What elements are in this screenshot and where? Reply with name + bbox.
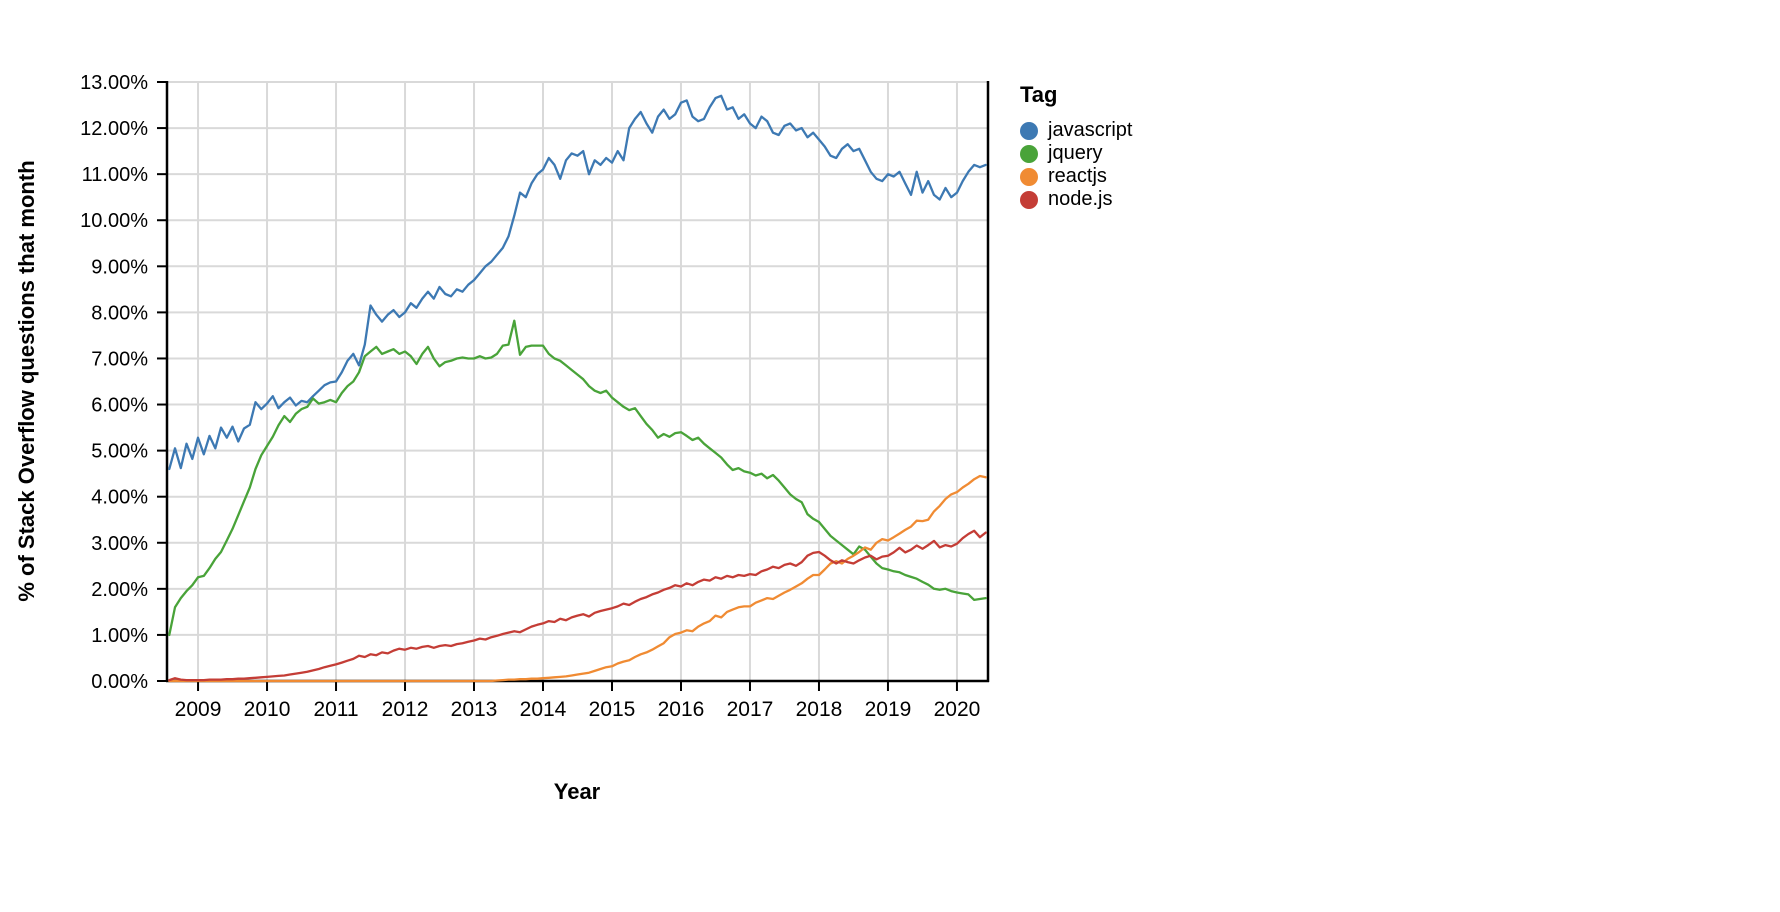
legend-swatch-reactjs	[1020, 167, 1038, 186]
x-axis-title: Year	[553, 779, 601, 804]
legend-item-reactjs: reactjs	[1020, 165, 1132, 188]
x-tick-label: 2016	[658, 698, 705, 721]
y-tick-label: 2.00%	[91, 579, 148, 601]
legend-title: Tag	[1020, 82, 1058, 107]
x-tick-label: 2013	[451, 698, 498, 721]
x-tick-label: 2014	[520, 698, 567, 721]
y-tick-label: 3.00%	[91, 533, 148, 555]
legend-swatch-javascript	[1020, 121, 1038, 140]
y-tick-label: 4.00%	[91, 487, 148, 509]
legend-label: jquery	[1048, 142, 1103, 164]
series-line-javascript	[168, 94, 987, 471]
x-tick-label: 2018	[796, 698, 843, 721]
x-tick-label: 2020	[934, 698, 981, 721]
y-tick-label: 1.00%	[91, 625, 148, 647]
legend-label: javascript	[1048, 119, 1133, 141]
x-tick-label: 2017	[727, 698, 774, 721]
legend-swatch-jquery	[1020, 144, 1038, 163]
legend-label: reactjs	[1048, 165, 1107, 187]
x-tick-label: 2010	[244, 698, 291, 721]
x-tick-label: 2009	[175, 698, 222, 721]
y-tick-label: 7.00%	[91, 348, 148, 370]
y-tick-label: 8.00%	[91, 302, 148, 324]
legend-item-node.js: node.js	[1020, 188, 1132, 211]
y-tick-label: 0.00%	[91, 671, 148, 693]
y-tick-label: 6.00%	[91, 395, 148, 417]
y-tick-label: 11.00%	[82, 164, 149, 186]
series-line-node.js	[168, 529, 987, 682]
legend-label: node.js	[1048, 188, 1113, 210]
x-tick-label: 2015	[589, 698, 636, 721]
legend: Tag javascript jquery reactjs node.js	[1020, 82, 1132, 211]
legend-item-javascript: javascript	[1020, 119, 1132, 142]
x-tick-label: 2012	[382, 698, 429, 721]
y-axis-title: % of Stack Overflow questions that month	[14, 160, 39, 602]
y-tick-label: 10.00%	[80, 210, 148, 232]
legend-swatch-node.js	[1020, 190, 1038, 209]
series-line-jquery	[168, 319, 987, 637]
x-tick-label: 2011	[313, 698, 358, 721]
y-tick-label: 5.00%	[91, 441, 148, 463]
legend-items: javascript jquery reactjs node.js	[1020, 119, 1132, 211]
legend-item-jquery: jquery	[1020, 142, 1132, 165]
y-tick-label: 13.00%	[80, 72, 148, 94]
x-tick-label: 2019	[865, 698, 912, 721]
series-line-reactjs	[168, 474, 987, 683]
y-tick-label: 12.00%	[80, 118, 148, 140]
y-tick-label: 9.00%	[91, 256, 148, 278]
